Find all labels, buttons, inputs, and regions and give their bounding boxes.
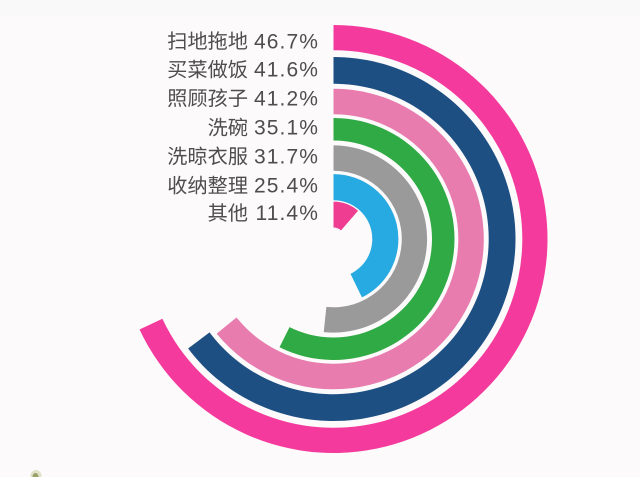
svg-text:41.6%: 41.6% [254, 59, 319, 82]
svg-text:41.2%: 41.2% [254, 87, 319, 110]
svg-text:25.4%: 25.4% [254, 175, 319, 198]
svg-text:31.7%: 31.7% [254, 146, 319, 169]
svg-text:35.1%: 35.1% [254, 117, 319, 140]
svg-text:46.7%: 46.7% [254, 30, 319, 53]
svg-text:11.4%: 11.4% [256, 202, 320, 225]
